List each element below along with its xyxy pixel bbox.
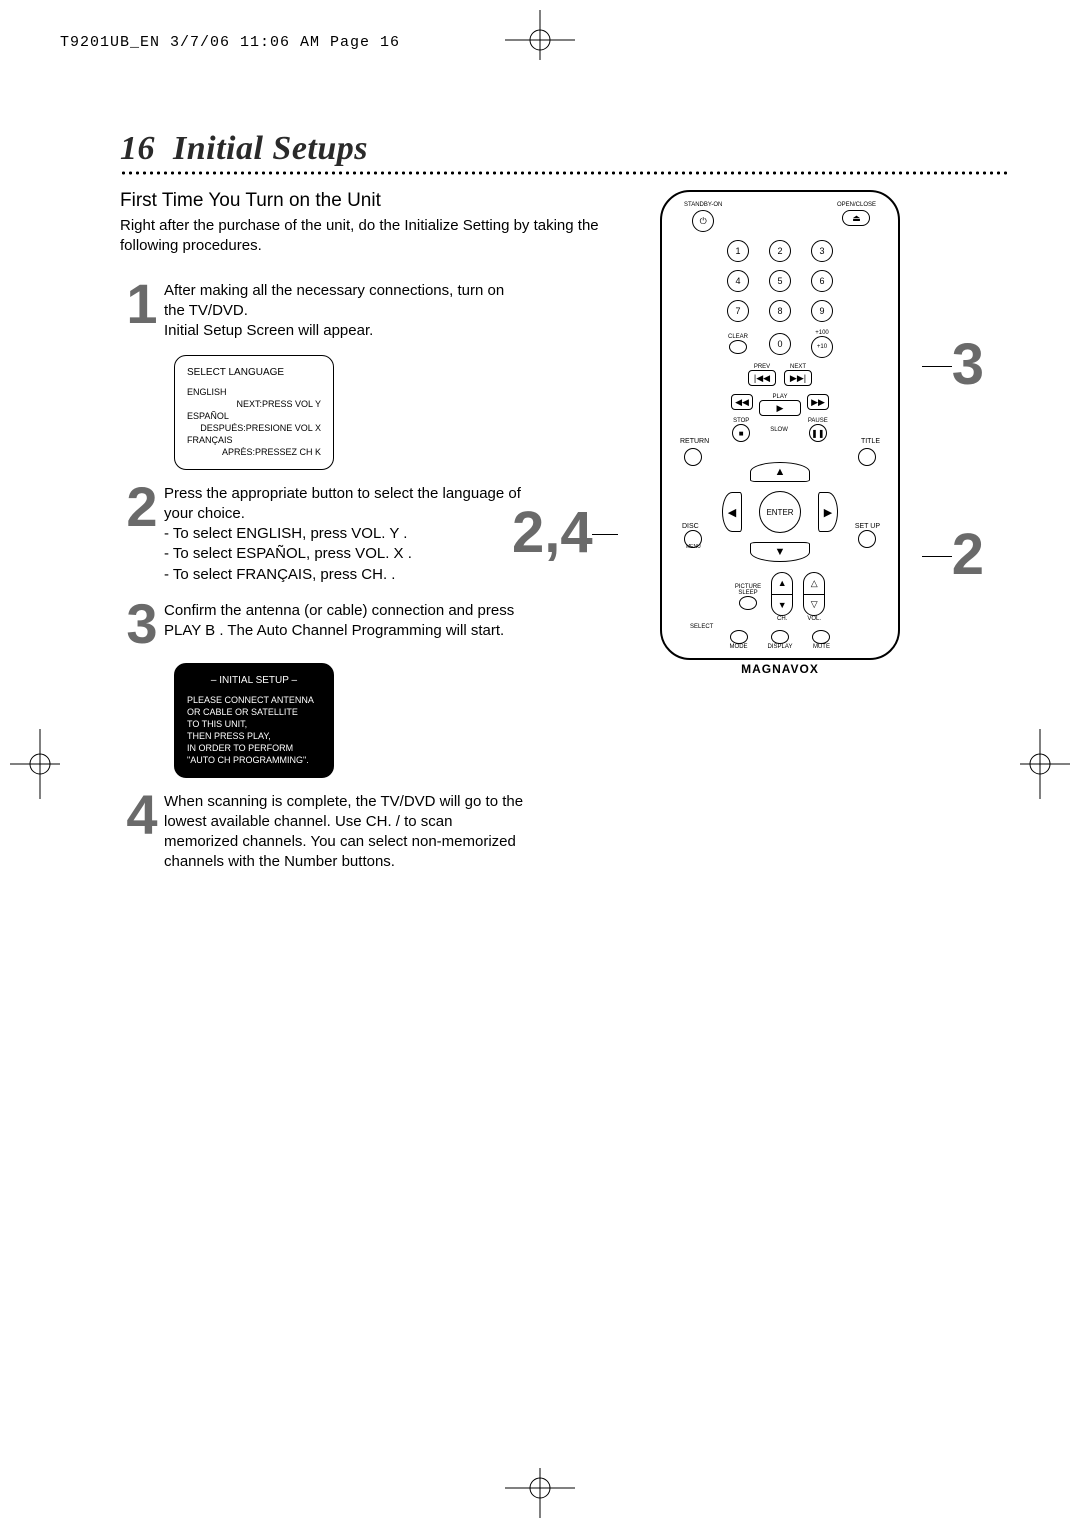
vol-rocker: △▽ (803, 572, 825, 616)
page-title: 16 Initial Setups (120, 130, 1010, 168)
screen-select-language: SELECT LANGUAGE ENGLISH NEXT:PRESS VOL Y… (174, 355, 334, 469)
screen-line: PLEASE CONNECT ANTENNA (187, 694, 321, 706)
plus10-button: +10 (811, 336, 833, 358)
screen-line: TO THIS UNIT, (187, 718, 321, 730)
return-button (684, 448, 702, 466)
num-button: 4 (727, 270, 749, 292)
screen-line: ENGLISH (187, 386, 321, 398)
brand-logo: MAGNAVOX (662, 662, 898, 676)
screen-line: DESPUÉS:PRESIONE VOL X (187, 422, 321, 434)
dpad-right: ▶ (818, 492, 838, 532)
screen-line: "AUTO CH PROGRAMMING". (187, 754, 321, 766)
num-button: 9 (811, 300, 833, 322)
screen-line: NEXT:PRESS VOL Y (187, 398, 321, 410)
mode-button (730, 630, 748, 644)
callout-line (922, 366, 952, 367)
screen-line: FRANÇAIS (187, 434, 321, 446)
step-number: 4 (120, 790, 164, 840)
title-text: Initial Setups (173, 130, 368, 167)
num-button: 8 (769, 300, 791, 322)
screen-line: APRÈS:PRESSEZ CH K (187, 446, 321, 458)
callout-number-24: 2,4 (512, 504, 593, 562)
label-mute: MUTE (813, 644, 830, 650)
dpad-up: ▲ (750, 462, 810, 482)
num-button: 1 (727, 240, 749, 262)
registration-mark-right (1020, 729, 1070, 799)
screen-title: SELECT LANGUAGE (187, 366, 321, 380)
step-number: 2 (120, 482, 164, 532)
label-display: DISPLAY (768, 644, 793, 650)
label-slow: SLOW (770, 427, 788, 433)
dpad-left: ◀ (722, 492, 742, 532)
registration-mark-top (505, 10, 575, 60)
standby-button: ⏻ (692, 210, 714, 232)
remote-diagram: STANDBY-ON ⏻ OPEN/CLOSE ⏏ 1 2 3 4 5 6 7 … (660, 190, 900, 660)
mute-button (812, 630, 830, 644)
label-vol: VOL. (807, 616, 821, 622)
label-disc: DISC (682, 523, 699, 530)
display-button (771, 630, 789, 644)
label-setup: SET UP (855, 523, 880, 530)
menu-button: MENU (684, 530, 702, 548)
dpad-down: ▼ (750, 542, 810, 562)
num-button: 2 (769, 240, 791, 262)
dotted-rule (120, 170, 1010, 176)
ch-rocker: ▲▼ (771, 572, 793, 616)
rew-button: ◀◀ (731, 394, 753, 410)
step-4: 4 When scanning is complete, the TV/DVD … (120, 790, 1010, 873)
screen-title: – INITIAL SETUP – (187, 674, 321, 688)
label-mode: MODE (730, 644, 748, 650)
screen-line: IN ORDER TO PERFORM (187, 742, 321, 754)
play-button: ▶ (759, 400, 801, 416)
step-number: 1 (120, 279, 164, 329)
screen-initial-setup: – INITIAL SETUP – PLEASE CONNECT ANTENNA… (174, 663, 334, 777)
pause-button: ❚❚ (809, 424, 827, 442)
prev-button: |◀◀ (748, 370, 776, 386)
screen-line: OR CABLE OR SATELLITE (187, 706, 321, 718)
step-bullet: - To select ENGLISH, press VOL. Y . (164, 524, 524, 544)
openclose-button: ⏏ (842, 210, 870, 226)
picture-button (739, 596, 757, 610)
setup-button (858, 530, 876, 548)
registration-mark-bottom (505, 1468, 575, 1518)
label-standby: STANDBY-ON (684, 202, 722, 208)
step-text: Press the appropriate button to select t… (164, 485, 521, 522)
num-button: 7 (727, 300, 749, 322)
registration-mark-left (10, 729, 60, 799)
callout-line (922, 556, 952, 557)
screen-line: THEN PRESS PLAY, (187, 730, 321, 742)
clear-button (729, 340, 747, 354)
label-openclose: OPEN/CLOSE (837, 202, 876, 208)
step-body: When scanning is complete, the TV/DVD wi… (164, 790, 524, 873)
num-button: 0 (769, 333, 791, 355)
step-bullet: - To select ESPAÑOL, press VOL. X . (164, 544, 524, 564)
step-number: 3 (120, 599, 164, 649)
stop-button: ■ (732, 424, 750, 442)
callout-number-2: 2 (952, 526, 984, 584)
num-button: 5 (769, 270, 791, 292)
dpad: ▲ ▼ ◀ ▶ ENTER (710, 462, 850, 562)
screen-line: ESPAÑOL (187, 410, 321, 422)
ff-button: ▶▶ (807, 394, 829, 410)
next-button: ▶▶| (784, 370, 812, 386)
label-title: TITLE (861, 438, 880, 445)
num-button: 6 (811, 270, 833, 292)
title-button (858, 448, 876, 466)
step-body: Confirm the antenna (or cable) connectio… (164, 599, 524, 642)
intro-text: Right after the purchase of the unit, do… (120, 216, 640, 257)
step-bullet: - To select FRANÇAIS, press CH. . (164, 565, 524, 585)
print-header: T9201UB_EN 3/7/06 11:06 AM Page 16 (60, 34, 400, 51)
step-body: Press the appropriate button to select t… (164, 482, 524, 585)
enter-button: ENTER (759, 491, 801, 533)
callout-number-3: 3 (952, 336, 984, 394)
step-body: After making all the necessary connectio… (164, 279, 524, 342)
label-return: RETURN (680, 438, 709, 445)
callout-line (592, 534, 618, 535)
page-number: 16 (120, 130, 155, 167)
num-button: 3 (811, 240, 833, 262)
label-ch: CH. (777, 616, 787, 622)
